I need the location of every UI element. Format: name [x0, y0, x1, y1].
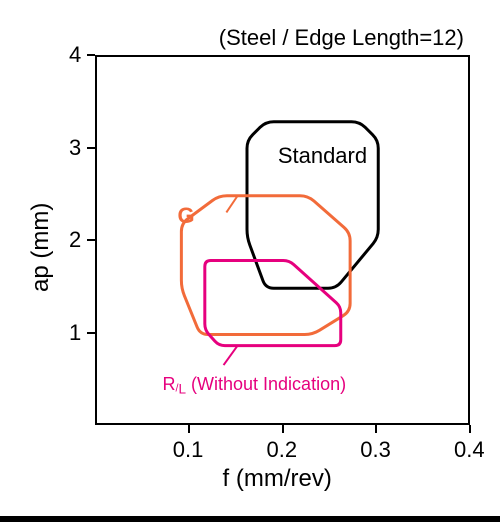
y-axis-label: ap (mm)	[27, 203, 55, 292]
chart-title: (Steel / Edge Length=12)	[219, 25, 464, 51]
x-tick-mark	[188, 425, 190, 433]
region-g	[181, 196, 350, 335]
y-tick-mark	[87, 332, 95, 334]
chart-container: (Steel / Edge Length=12) ap (mm) f (mm/r…	[0, 0, 500, 527]
region-label-g: G	[178, 203, 195, 229]
x-tick-mark	[375, 425, 377, 433]
region-label-standard: Standard	[278, 143, 367, 169]
x-tick-label: 0.1	[173, 437, 204, 463]
y-tick-label: 1	[69, 320, 81, 346]
leader-line	[226, 196, 237, 213]
plot-area	[95, 55, 470, 425]
region-rl	[205, 261, 341, 346]
y-tick-label: 4	[69, 42, 81, 68]
y-tick-label: 2	[69, 227, 81, 253]
x-axis-label: f (mm/rev)	[223, 465, 332, 493]
x-tick-label: 0.2	[267, 437, 298, 463]
plot-svg	[97, 57, 472, 427]
x-tick-label: 0.4	[454, 437, 485, 463]
y-tick-label: 3	[69, 135, 81, 161]
y-tick-mark	[87, 54, 95, 56]
x-tick-mark	[469, 425, 471, 433]
y-tick-mark	[87, 239, 95, 241]
leader-line	[224, 346, 238, 365]
bottom-rule	[0, 516, 500, 522]
y-tick-mark	[87, 147, 95, 149]
x-tick-mark	[282, 425, 284, 433]
x-tick-label: 0.3	[360, 437, 391, 463]
region-label-rl: R/L (Without Indication)	[163, 374, 347, 396]
